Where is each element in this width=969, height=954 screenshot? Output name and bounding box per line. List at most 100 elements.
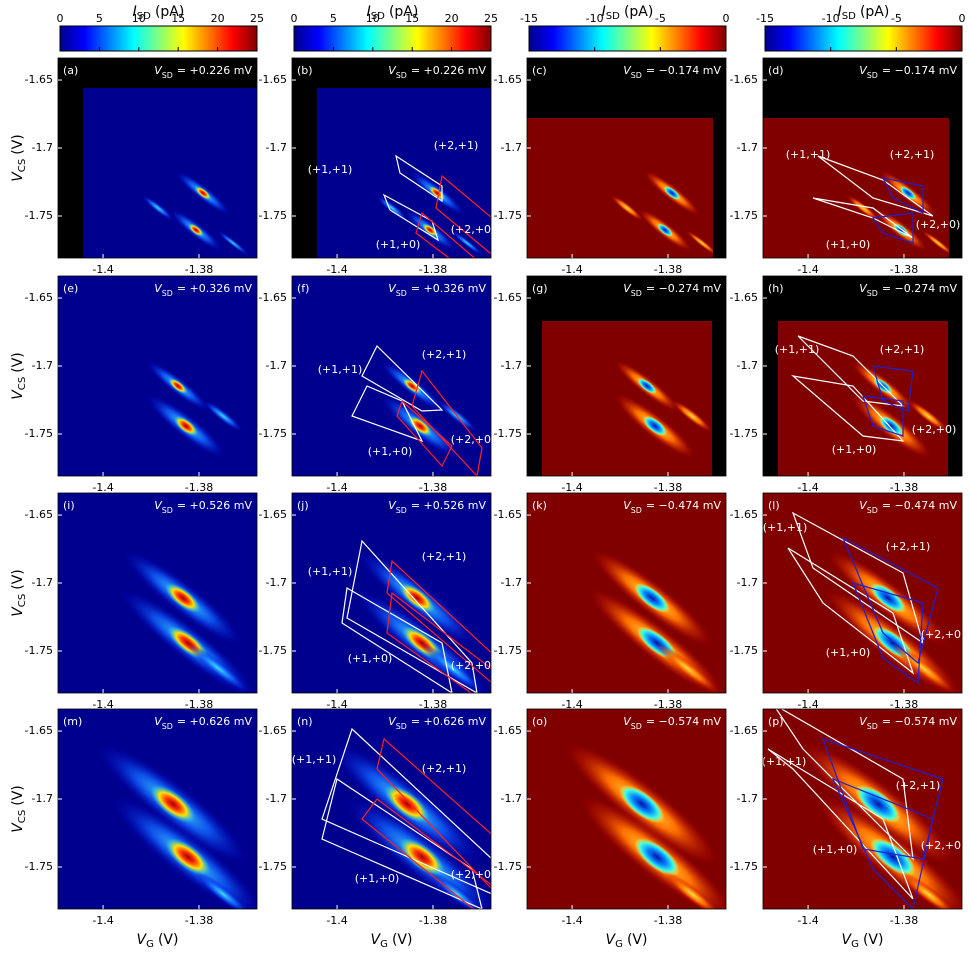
transition-boundary (871, 212, 914, 244)
unmeasured (712, 276, 726, 476)
y-tick-label: -1.7 (266, 576, 287, 589)
panel-label: (o) (532, 715, 547, 728)
y-tick-label: -1.75 (494, 860, 522, 873)
colorbar (59, 25, 258, 52)
transition-boundary (790, 375, 905, 442)
subscript: SD (137, 11, 151, 22)
symbol: V (154, 499, 163, 512)
unit: (V) (627, 932, 648, 948)
x-axis-label: VG (V) (606, 932, 648, 950)
x-tick-label: -1.38 (419, 263, 447, 276)
colorbar-tick-label: 5 (330, 12, 337, 25)
subscript: SD (867, 722, 878, 731)
unit: = −0.174 mV (882, 64, 958, 77)
symbol: V (842, 932, 853, 948)
subscript: SD (867, 289, 878, 298)
y-tick-label: -1.65 (494, 291, 522, 304)
transition-boundary (396, 399, 453, 468)
subscript: G (146, 939, 154, 950)
transition-boundary (831, 777, 934, 909)
y-tick-label: -1.75 (494, 209, 522, 222)
bias-label: VSD = +0.526 mV (388, 499, 486, 515)
subscript: CS (17, 810, 28, 823)
transition-boundary (415, 211, 476, 258)
unit: (V) (10, 352, 26, 373)
y-tick-label: -1.7 (266, 792, 287, 805)
unit: = −0.274 mV (882, 282, 958, 295)
y-tick-label: -1.7 (32, 141, 53, 154)
panel-label: (a) (63, 64, 78, 77)
unit: (V) (10, 569, 26, 590)
streak-core (663, 186, 681, 200)
symbol: I (838, 4, 842, 20)
charge-state-label: (+2,+0) (921, 628, 966, 641)
subscript: G (615, 939, 623, 950)
y-tick-label: -1.75 (730, 209, 758, 222)
charge-state-label: (+1,+1) (308, 163, 353, 176)
unmeasured (527, 276, 542, 476)
panel: (+1,+1) (+2,+1) (+1,+0) (+2,+0) (292, 709, 496, 909)
streak-core (165, 583, 201, 613)
transition-boundary (817, 155, 934, 217)
colorbar-label: ISD (pA) (367, 4, 419, 22)
colorbar-tick-label: 20 (445, 12, 459, 25)
charge-state-label: (+1,+0) (368, 445, 413, 458)
unit: = −0.474 mV (882, 499, 958, 512)
colorbar-label: ISD (pA) (602, 4, 654, 22)
y-tick-label: -1.65 (730, 724, 758, 737)
x-tick-label: -1.4 (92, 698, 113, 711)
panel-frame (57, 492, 258, 694)
subscript: SD (631, 71, 642, 80)
symbol: V (388, 64, 397, 77)
streak-core (422, 223, 438, 237)
unit: = −0.174 mV (646, 64, 722, 77)
x-tick-label: -1.4 (561, 263, 582, 276)
panel-frame (526, 492, 727, 694)
panel-label: (n) (297, 715, 313, 728)
streak-core (637, 378, 657, 394)
symbol: V (388, 499, 397, 512)
y-tick-label: -1.65 (25, 724, 53, 737)
subscript: CS (17, 159, 28, 172)
streak (922, 230, 954, 256)
panel-frame (291, 708, 492, 910)
y-tick-label: -1.7 (501, 576, 522, 589)
x-tick-label: -1.4 (561, 698, 582, 711)
x-tick-label: -1.38 (654, 481, 682, 494)
y-tick-label: -1.75 (259, 860, 287, 873)
symbol: V (10, 822, 26, 833)
streak-core (384, 785, 430, 823)
subscript: SD (867, 71, 878, 80)
y-axis-label: VCS (V) (10, 134, 28, 182)
colorbar-tick-label: 0 (57, 12, 64, 25)
x-tick-label: -1.4 (797, 698, 818, 711)
y-tick-label: -1.7 (501, 141, 522, 154)
colorbar-tick-label: -15 (756, 12, 774, 25)
panel-frame (762, 708, 963, 910)
x-tick-label: -1.4 (326, 698, 347, 711)
transition-boundary (787, 547, 915, 675)
panel-frame (762, 57, 963, 259)
y-tick-label: -1.7 (737, 792, 758, 805)
y-axis-label: VCS (V) (10, 352, 28, 400)
colorbar-tick-label: 0 (291, 12, 298, 25)
streak-core (165, 838, 211, 876)
x-tick-label: -1.38 (890, 698, 918, 711)
colorbar (528, 25, 727, 52)
subscript: SD (162, 289, 173, 298)
y-tick-label: -1.7 (737, 576, 758, 589)
charge-state-label: (+2,+0) (451, 868, 496, 881)
panel: (+1,+1) (+2,+1) (+1,+0) (+2,+0) (292, 493, 491, 693)
y-tick-label: -1.75 (259, 209, 287, 222)
unit: = +0.326 mV (177, 282, 253, 295)
unmeasured (763, 58, 962, 118)
y-tick-label: -1.65 (730, 73, 758, 86)
charge-state-label: (+1,+0) (832, 443, 877, 456)
charge-state-label: (+2,+0) (451, 223, 496, 236)
charge-state-label: (+2,+1) (896, 779, 941, 792)
bias-label: VSD = +0.226 mV (388, 64, 486, 80)
charge-state-label: (+1,+1) (308, 565, 353, 578)
unmeasured (527, 58, 726, 118)
unit: = +0.526 mV (177, 499, 253, 512)
x-axis-label: VG (V) (371, 932, 413, 950)
